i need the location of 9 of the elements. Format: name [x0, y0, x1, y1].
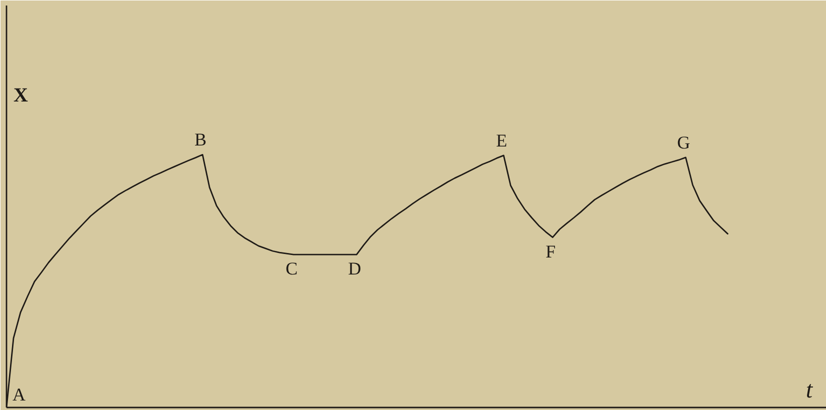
y-axis-title: X [14, 84, 28, 106]
annotation: G [677, 132, 690, 152]
annotation: E [496, 130, 508, 150]
annotation: B [194, 130, 207, 150]
annotation: D [348, 258, 362, 279]
annotation: F [546, 241, 556, 262]
x-axis-title: t [806, 378, 814, 404]
annotation: A [12, 384, 26, 404]
annotation: C [286, 258, 298, 279]
